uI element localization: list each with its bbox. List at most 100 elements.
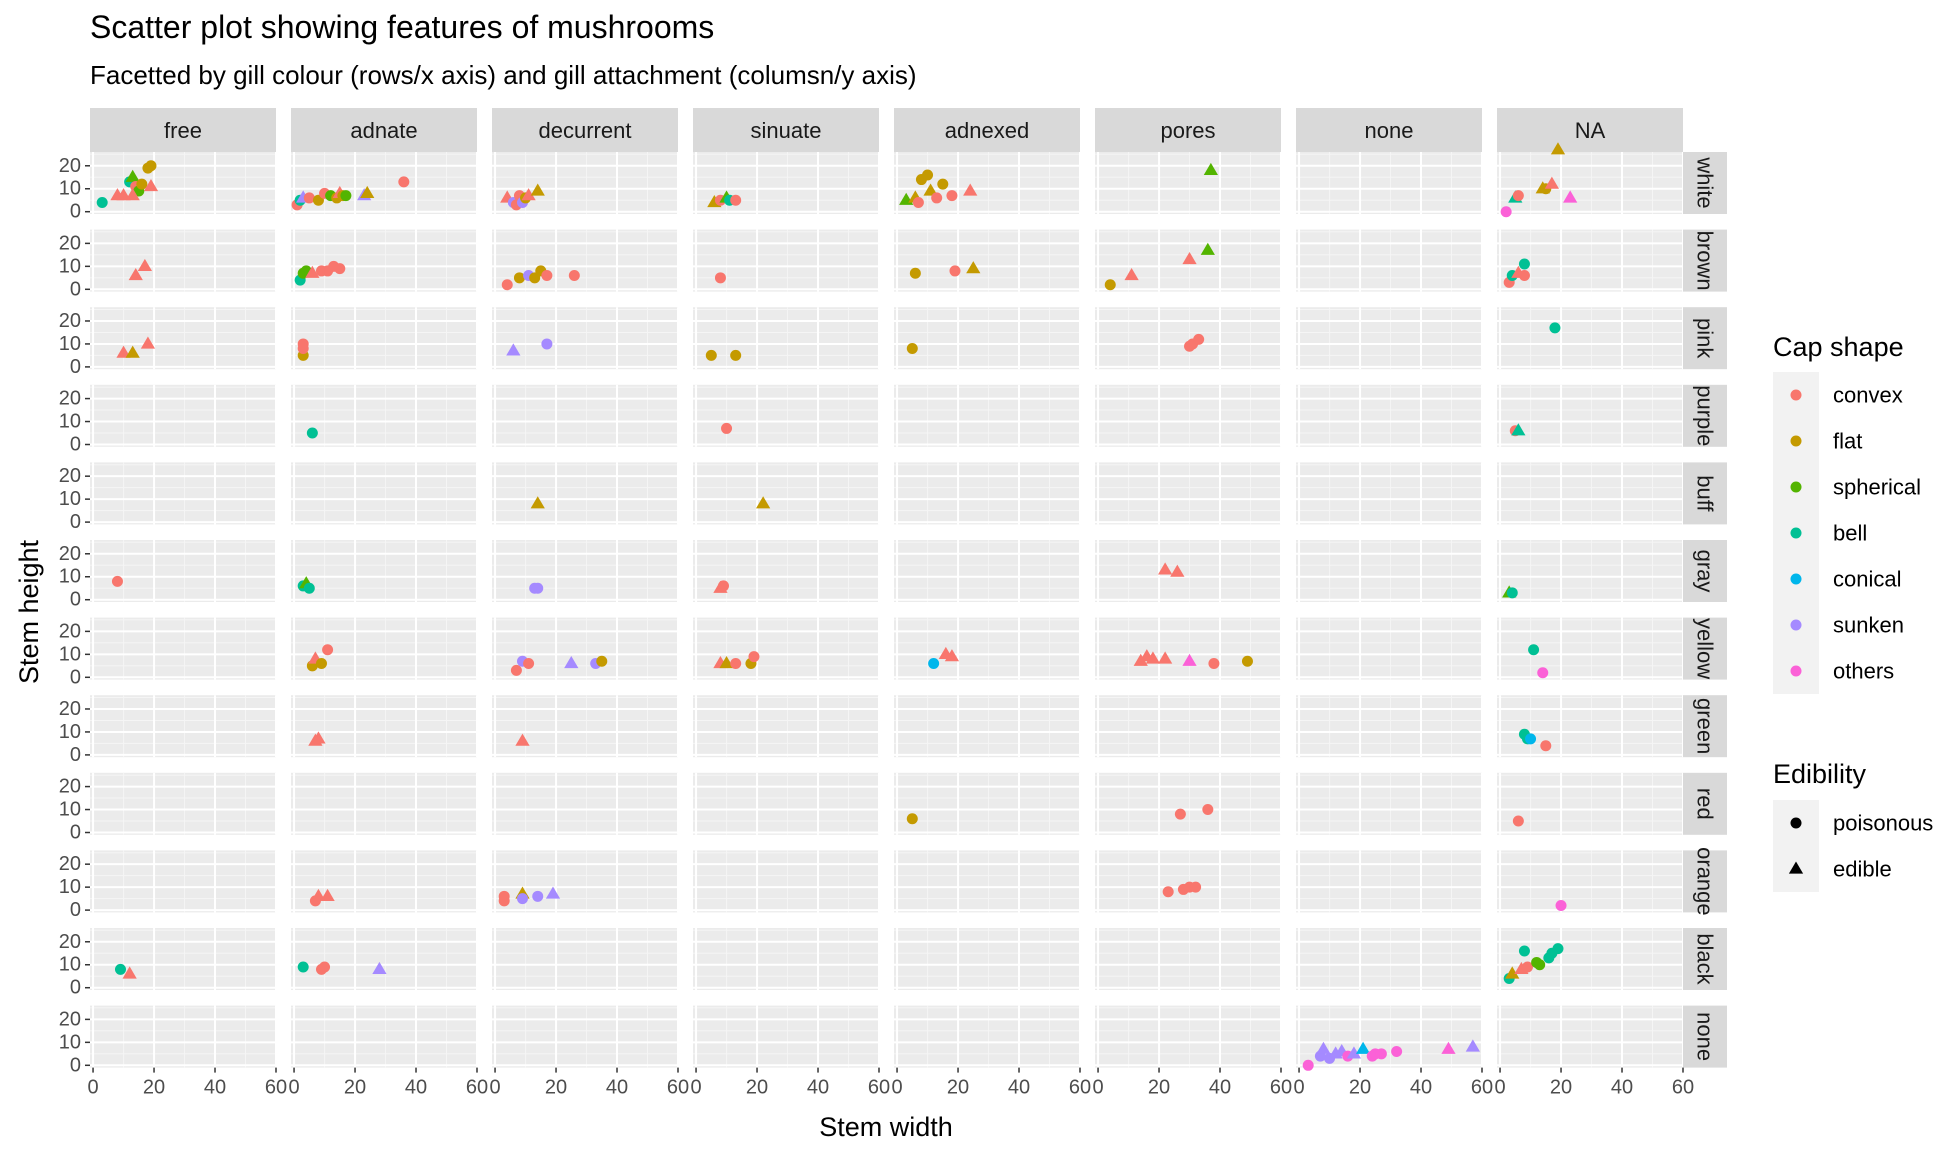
panel-background <box>1497 1005 1683 1068</box>
data-point <box>372 961 387 974</box>
panel-background <box>693 384 879 447</box>
data-point <box>125 169 140 182</box>
facet-panel <box>894 384 1081 447</box>
facet-panel <box>1095 617 1282 680</box>
data-point <box>721 422 733 434</box>
x-tick-label: 20 <box>746 1077 768 1099</box>
x-tick-label: 40 <box>405 1077 427 1099</box>
panel-background <box>492 772 678 835</box>
facet-panel <box>1497 928 1684 990</box>
x-tick-label: 0 <box>1494 1077 1505 1099</box>
facet-panel <box>693 850 880 913</box>
data-point <box>360 185 375 198</box>
data-point <box>717 580 729 592</box>
data-point <box>498 890 510 902</box>
x-tick-label: 40 <box>1008 1077 1030 1099</box>
facet-panel <box>492 1005 679 1068</box>
data-point <box>1316 1041 1331 1054</box>
data-point <box>297 343 309 355</box>
row-strip-label: green <box>1693 698 1718 754</box>
legend-shape-label: edible <box>1833 857 1892 882</box>
legend-color-label: flat <box>1833 429 1862 454</box>
facet-panel <box>492 695 679 758</box>
panel-background <box>90 229 276 292</box>
facet-panel <box>90 384 277 447</box>
x-tick-label: 40 <box>606 1077 628 1099</box>
x-tick-label: 20 <box>344 1077 366 1099</box>
facet-panel <box>693 772 880 835</box>
data-point <box>568 270 580 282</box>
facet-panel <box>894 772 1081 835</box>
y-tick-label: 0 <box>70 589 81 611</box>
y-tick-label: 20 <box>59 388 81 410</box>
data-point <box>1540 740 1552 752</box>
data-point <box>1518 270 1530 282</box>
data-point <box>1518 258 1530 270</box>
y-tick-label: 20 <box>59 776 81 798</box>
data-point <box>334 263 346 275</box>
data-point <box>322 644 334 656</box>
panel-background <box>1497 462 1683 525</box>
y-tick-label: 20 <box>59 155 81 177</box>
facet-panel <box>492 928 679 990</box>
data-point <box>949 265 961 277</box>
panel-background <box>1497 540 1683 602</box>
data-point <box>122 966 137 979</box>
x-tick-label: 60 <box>868 1077 890 1099</box>
x-tick-label: 60 <box>1471 1077 1493 1099</box>
facet-panel <box>90 695 277 758</box>
row-strip <box>1683 850 1727 913</box>
legend-shape-swatch <box>1790 817 1802 829</box>
data-point <box>125 188 140 201</box>
panel-background <box>492 695 678 758</box>
facet-panel <box>1497 1005 1684 1068</box>
panel-background <box>894 772 1080 835</box>
data-point <box>530 183 545 196</box>
panel-background <box>492 384 678 447</box>
data-point <box>1500 206 1512 218</box>
facet-panel <box>1296 850 1483 913</box>
column-strip <box>90 108 276 152</box>
legend-shape-label: poisonous <box>1833 811 1933 836</box>
facet-panel <box>1296 928 1483 990</box>
data-point <box>114 963 126 975</box>
facet-panel <box>1296 462 1483 525</box>
column-strip-label: sinuate <box>751 118 822 143</box>
panel-background <box>90 307 276 370</box>
facet-panel <box>1095 462 1282 525</box>
row-strip-label: white <box>1693 156 1718 208</box>
panel-background <box>90 850 276 913</box>
y-tick-label: 0 <box>70 356 81 378</box>
facet-panel <box>693 384 880 447</box>
panel-background <box>291 462 477 525</box>
x-tick-label: 20 <box>1148 1077 1170 1099</box>
facet-panel <box>90 540 277 602</box>
data-point <box>96 197 108 209</box>
data-point <box>1174 808 1186 820</box>
x-tick-label: 0 <box>690 1077 701 1099</box>
panel-background <box>1095 384 1281 447</box>
y-tick-label: 20 <box>59 310 81 332</box>
panel-background <box>1296 850 1482 913</box>
data-point <box>1190 881 1202 893</box>
data-point <box>719 656 734 669</box>
data-point <box>523 658 535 670</box>
facet-panel <box>492 772 679 835</box>
facet-panel <box>1296 384 1483 447</box>
facet-panel <box>1497 540 1684 602</box>
data-point <box>532 890 544 902</box>
panel-background <box>291 540 477 602</box>
panel-background <box>291 617 477 680</box>
data-point <box>1441 1041 1456 1054</box>
y-tick-label: 0 <box>70 666 81 688</box>
column-strip-label: NA <box>1575 118 1606 143</box>
chart-title: Scatter plot showing features of mushroo… <box>90 9 714 45</box>
data-point <box>1534 959 1546 971</box>
panel-background <box>291 850 477 913</box>
panel-background <box>90 617 276 680</box>
panel-background <box>291 1005 477 1068</box>
facet-panel <box>894 307 1081 370</box>
facet-panel <box>1296 617 1483 680</box>
facet-panel <box>90 152 277 214</box>
data-point <box>319 961 331 973</box>
